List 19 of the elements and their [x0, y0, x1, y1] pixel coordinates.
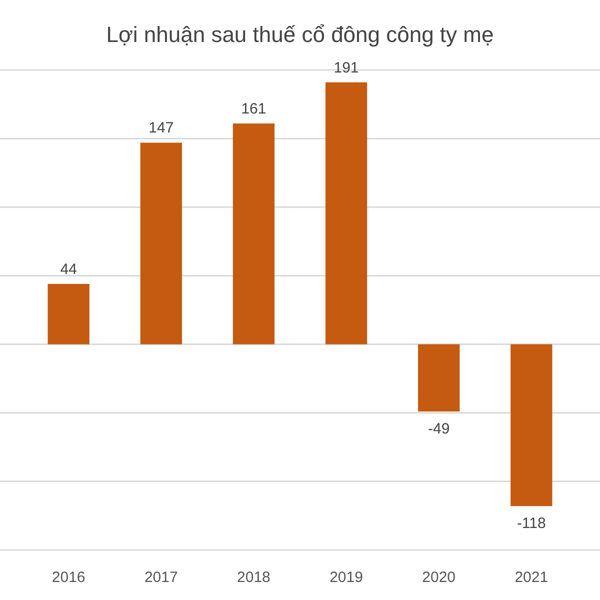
bar — [232, 123, 275, 344]
data-label: 44 — [60, 260, 77, 278]
bar — [510, 344, 552, 506]
data-label: 161 — [241, 100, 266, 118]
x-tick-label: 2019 — [330, 569, 363, 586]
data-label: -118 — [516, 515, 546, 532]
chart-title: Lợi nhuận sau thuế cổ đông công ty mẹ — [106, 22, 494, 47]
bar — [48, 284, 90, 344]
x-tick-label: 2020 — [422, 569, 456, 586]
bar — [418, 344, 460, 412]
x-tick-label: 2018 — [237, 569, 270, 586]
data-label: -49 — [428, 420, 450, 438]
x-tick-label: 2017 — [144, 569, 178, 586]
x-tick-label: 2021 — [514, 569, 548, 586]
data-label: 147 — [148, 120, 174, 137]
bar — [140, 142, 182, 344]
x-tick-label: 2016 — [52, 569, 86, 586]
bar — [325, 82, 368, 344]
data-label: 191 — [334, 59, 359, 76]
